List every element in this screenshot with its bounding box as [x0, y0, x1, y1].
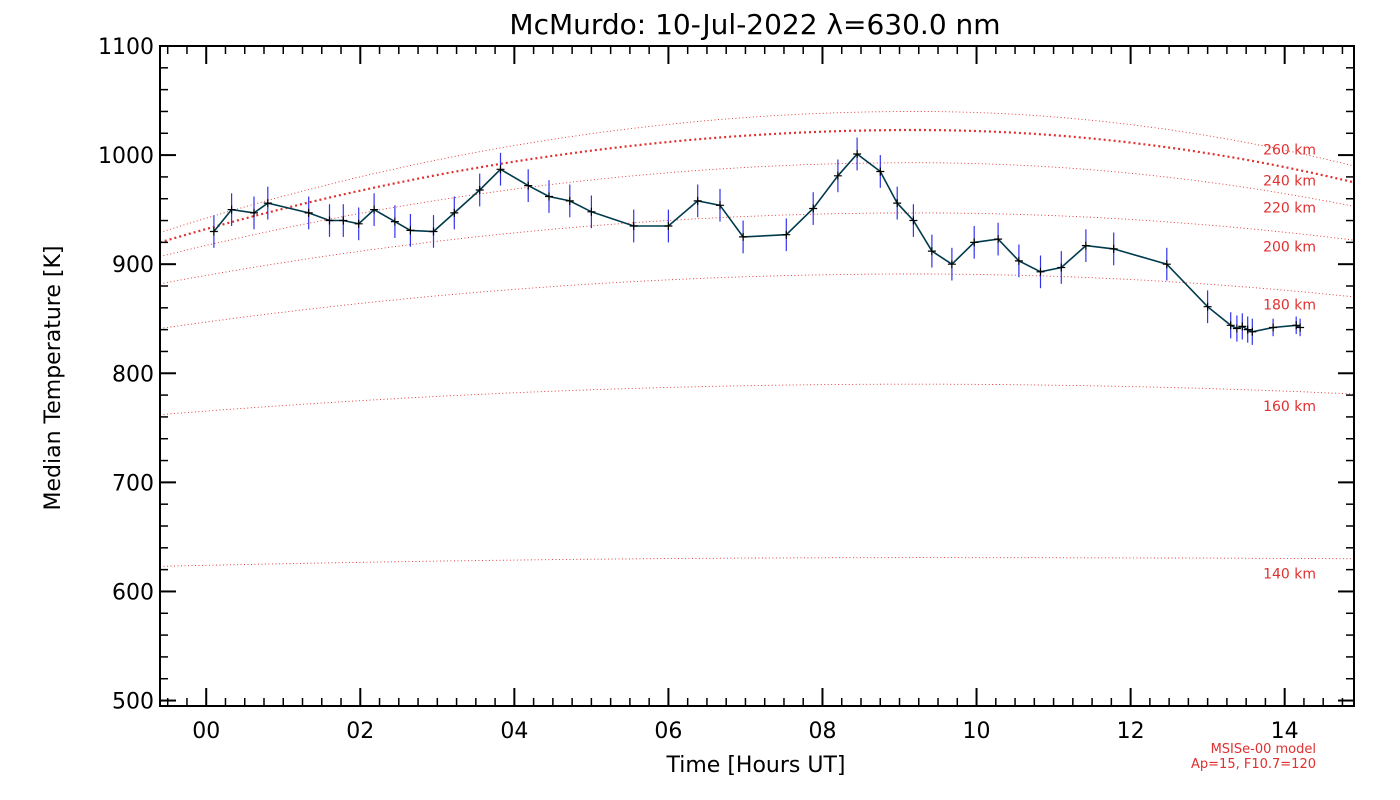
model-curve-260-km — [160, 111, 1354, 233]
data-point — [406, 226, 415, 235]
data-point — [1248, 327, 1257, 336]
model-label-260-km: 260 km — [1263, 143, 1316, 159]
model-note-line2: Ap=15, F10.7=120 — [1191, 757, 1316, 772]
data-point — [1036, 267, 1045, 276]
data-point — [339, 216, 348, 225]
data-point — [664, 222, 673, 230]
model-label-180-km: 180 km — [1263, 298, 1316, 314]
data-point — [1057, 263, 1066, 272]
data-point — [209, 227, 218, 236]
data-point — [545, 192, 553, 201]
x-tick-label: 04 — [500, 719, 528, 744]
data-point — [450, 208, 459, 217]
data-point — [227, 205, 236, 214]
model-label-240-km: 240 km — [1263, 174, 1316, 190]
data-point — [809, 204, 818, 213]
data-point — [909, 216, 918, 225]
data-point — [565, 196, 574, 205]
data-point — [1109, 244, 1118, 253]
data-point — [876, 167, 885, 176]
y-tick-label: 700 — [112, 471, 154, 496]
model-note-line1: MSISe-00 model — [1211, 742, 1316, 757]
data-point — [304, 208, 313, 217]
x-tick-label: 10 — [963, 719, 991, 744]
data-point — [1238, 322, 1247, 331]
data-point — [1014, 256, 1023, 265]
model-curve-180-km — [160, 273, 1354, 329]
x-tick-label: 08 — [808, 719, 836, 744]
measurement-series — [209, 137, 1305, 345]
model-label-160-km: 160 km — [1263, 399, 1316, 415]
model-label-220-km: 220 km — [1263, 200, 1316, 216]
data-point — [587, 207, 596, 216]
data-point — [1296, 323, 1305, 332]
data-point — [782, 230, 791, 239]
data-point — [739, 232, 748, 241]
data-point — [370, 205, 379, 214]
data-point — [1203, 302, 1212, 311]
x-tick-label: 14 — [1271, 719, 1299, 744]
data-point — [524, 181, 533, 190]
x-tick-label: 02 — [346, 719, 374, 744]
y-axis-title: Median Temperature [K] — [41, 246, 66, 511]
axes: 500 600 700 800 900 1000 1100 00 02 04 06 08 10 12 14 — [98, 35, 1355, 744]
data-point — [496, 165, 505, 174]
data-point — [1243, 325, 1252, 334]
data-point — [893, 199, 902, 208]
series-line — [213, 152, 1301, 333]
model-curve-160-km — [160, 383, 1354, 416]
data-point — [1081, 241, 1090, 250]
data-point — [947, 260, 956, 269]
y-tick-label: 600 — [112, 580, 154, 605]
data-point — [629, 222, 638, 230]
y-tick-label: 1100 — [98, 35, 154, 60]
y-tick-label: 1000 — [98, 144, 154, 169]
data-point — [429, 227, 438, 236]
model-curve-240-km — [160, 128, 1354, 244]
data-point — [693, 196, 702, 205]
data-point — [325, 216, 334, 225]
x-axis-title: Time [Hours UT] — [666, 753, 846, 778]
model-label-140-km: 140 km — [1263, 566, 1316, 582]
data-point — [390, 217, 399, 226]
y-tick-label: 900 — [112, 253, 154, 278]
model-label-200-km: 200 km — [1263, 240, 1316, 256]
data-point — [994, 235, 1003, 244]
data-point — [1162, 260, 1171, 269]
data-point — [1232, 324, 1241, 333]
data-point — [1226, 321, 1235, 330]
data-point — [354, 219, 363, 228]
data-point — [475, 186, 484, 194]
data-point — [970, 238, 979, 247]
data-point — [716, 201, 724, 210]
y-tick-label: 800 — [112, 362, 154, 387]
data-point — [927, 247, 936, 256]
y-tick-label: 500 — [112, 690, 154, 715]
model-curve-labels: 140 km 160 km 180 km 200 km 220 km 240 km 260 … — [1263, 143, 1316, 583]
x-tick-label: 00 — [192, 719, 220, 744]
chart-title: McMurdo: 10-Jul-2022 λ=630.0 nm — [509, 8, 1000, 41]
x-tick-label: 06 — [654, 719, 682, 744]
data-point — [853, 150, 862, 158]
plot-frame — [159, 45, 1355, 707]
data-point — [833, 171, 842, 180]
data-point — [263, 199, 272, 208]
data-point — [1269, 323, 1278, 332]
x-tick-label: 12 — [1117, 719, 1145, 744]
data-point — [250, 208, 258, 217]
